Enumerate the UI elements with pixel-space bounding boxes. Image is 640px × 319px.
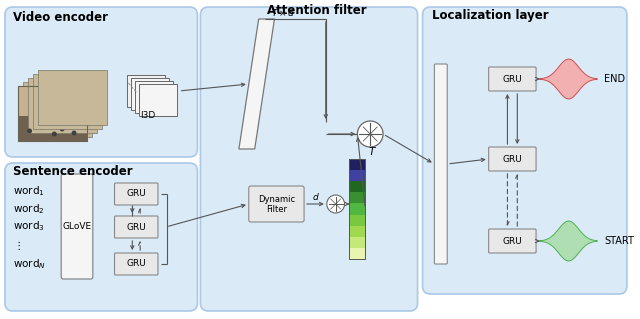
Text: GRU: GRU	[502, 154, 522, 164]
FancyBboxPatch shape	[18, 86, 87, 141]
FancyBboxPatch shape	[5, 7, 198, 157]
Circle shape	[27, 129, 32, 133]
Bar	[349, 204, 365, 215]
Text: Filter: Filter	[266, 204, 287, 213]
Text: Attention filter: Attention filter	[266, 4, 366, 17]
FancyBboxPatch shape	[131, 78, 169, 110]
FancyBboxPatch shape	[5, 163, 198, 311]
FancyBboxPatch shape	[489, 147, 536, 171]
Bar	[349, 170, 365, 181]
Bar	[349, 248, 365, 259]
Bar	[349, 181, 365, 192]
Text: word$_1$: word$_1$	[13, 184, 45, 198]
FancyBboxPatch shape	[435, 64, 447, 264]
FancyBboxPatch shape	[28, 78, 97, 133]
FancyBboxPatch shape	[115, 183, 158, 205]
FancyBboxPatch shape	[249, 186, 304, 222]
Text: GRU: GRU	[502, 75, 522, 84]
FancyBboxPatch shape	[33, 74, 102, 129]
FancyBboxPatch shape	[489, 229, 536, 253]
Circle shape	[39, 124, 44, 130]
Text: $\vdots$: $\vdots$	[13, 239, 20, 251]
Circle shape	[357, 121, 383, 147]
FancyBboxPatch shape	[422, 7, 627, 294]
Circle shape	[52, 131, 57, 137]
Text: Video encoder: Video encoder	[13, 11, 108, 24]
Text: word$_N$: word$_N$	[13, 257, 46, 271]
FancyBboxPatch shape	[139, 84, 177, 116]
Text: GRU: GRU	[126, 189, 146, 198]
Polygon shape	[239, 19, 275, 149]
Text: Dynamic: Dynamic	[258, 196, 295, 204]
FancyBboxPatch shape	[200, 7, 417, 311]
FancyBboxPatch shape	[115, 216, 158, 238]
Bar	[349, 226, 365, 237]
FancyBboxPatch shape	[127, 75, 165, 107]
Text: word$_3$: word$_3$	[13, 219, 45, 233]
Bar	[349, 215, 365, 226]
Text: $d$: $d$	[312, 191, 319, 202]
Text: I3D: I3D	[140, 111, 156, 120]
Polygon shape	[540, 221, 597, 261]
Circle shape	[327, 195, 344, 213]
Text: Localization layer: Localization layer	[433, 9, 549, 22]
Text: $T\times d$: $T\times d$	[271, 6, 295, 18]
Bar	[349, 192, 365, 204]
Text: START: START	[604, 236, 634, 246]
Bar	[35, 104, 42, 114]
Text: GLoVE: GLoVE	[63, 222, 92, 231]
Text: GRU: GRU	[126, 222, 146, 232]
Bar	[349, 237, 365, 248]
Bar	[69, 104, 77, 114]
Text: GRU: GRU	[126, 259, 146, 269]
FancyBboxPatch shape	[489, 67, 536, 91]
Circle shape	[60, 127, 65, 131]
Bar	[18, 116, 87, 141]
Circle shape	[72, 130, 77, 136]
Text: word$_2$: word$_2$	[13, 202, 44, 216]
Bar	[349, 159, 365, 259]
Bar	[349, 159, 365, 170]
Text: $T$: $T$	[368, 145, 377, 157]
FancyBboxPatch shape	[22, 82, 92, 137]
Text: GRU: GRU	[502, 236, 522, 246]
FancyBboxPatch shape	[61, 174, 93, 279]
FancyBboxPatch shape	[135, 81, 173, 113]
Text: END: END	[604, 74, 625, 84]
Bar	[54, 104, 62, 114]
Polygon shape	[540, 59, 597, 99]
FancyBboxPatch shape	[115, 253, 158, 275]
Text: Sentence encoder: Sentence encoder	[13, 165, 132, 178]
FancyBboxPatch shape	[38, 70, 107, 125]
Bar	[18, 86, 87, 116]
